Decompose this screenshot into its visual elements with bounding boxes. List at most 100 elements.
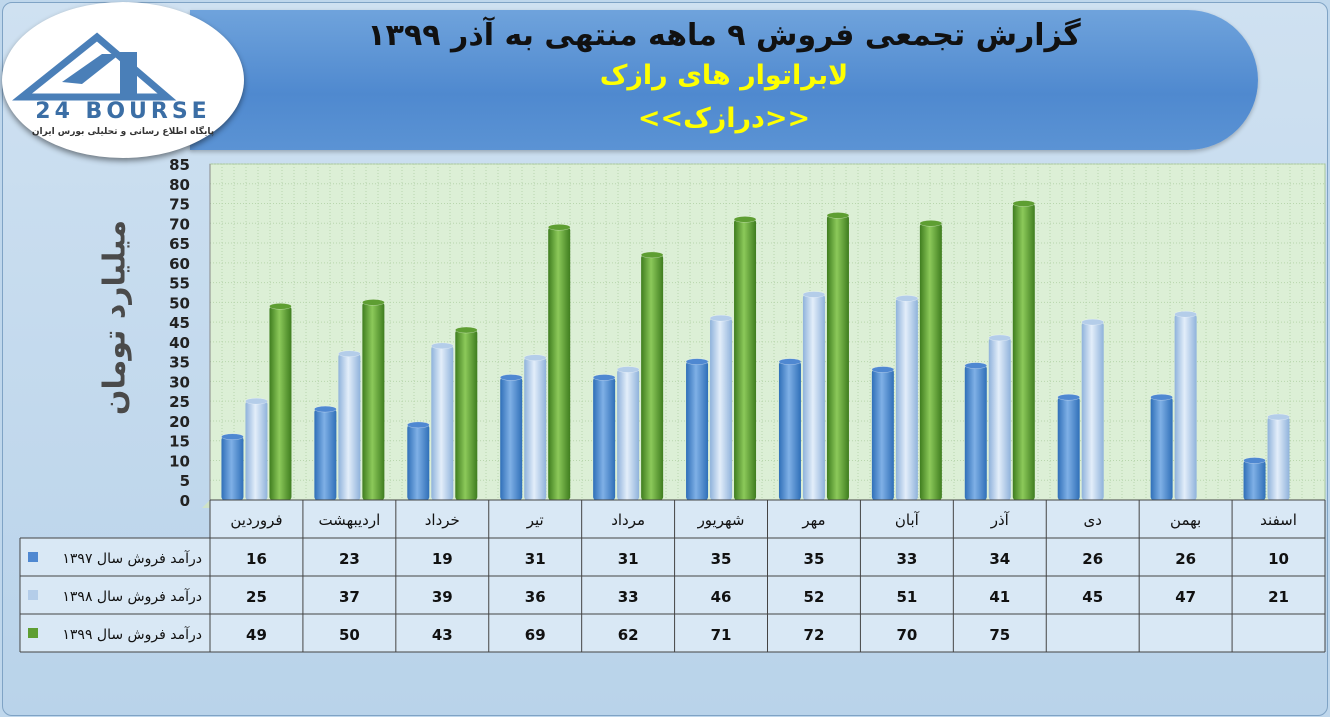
data-label: 35 bbox=[711, 550, 732, 568]
bar bbox=[686, 361, 709, 500]
category-label: مرداد bbox=[611, 511, 645, 529]
bar bbox=[919, 223, 942, 500]
bar-top bbox=[455, 326, 478, 334]
category-label: بهمن bbox=[1170, 511, 1201, 529]
bar-top bbox=[1243, 457, 1266, 464]
y-tick-label: 0 bbox=[180, 492, 190, 510]
category-label: مهر bbox=[801, 511, 825, 529]
bar-top bbox=[871, 366, 895, 373]
bar-top bbox=[592, 374, 616, 381]
data-label: 41 bbox=[989, 588, 1010, 606]
data-label: 36 bbox=[525, 588, 546, 606]
bar bbox=[988, 337, 1011, 500]
data-label: 26 bbox=[1175, 550, 1196, 568]
y-tick-label: 30 bbox=[169, 373, 190, 391]
bar-top bbox=[245, 397, 268, 405]
bar bbox=[455, 330, 478, 500]
data-label: 25 bbox=[246, 588, 267, 606]
bar-top bbox=[826, 212, 850, 219]
bar bbox=[1081, 322, 1104, 500]
data-label: 33 bbox=[896, 550, 917, 568]
data-label: 51 bbox=[896, 588, 917, 606]
logo: 24 BOURSE پایگاه اطلاع رسانی و تحلیلی بو… bbox=[2, 2, 244, 158]
data-label: 52 bbox=[804, 588, 825, 606]
data-label: 39 bbox=[432, 588, 453, 606]
bar-top bbox=[1267, 413, 1290, 421]
logo-graphic: 24 BOURSE پایگاه اطلاع رسانی و تحلیلی بو… bbox=[12, 32, 214, 137]
category-label: فروردین bbox=[230, 511, 282, 529]
bar bbox=[524, 357, 547, 500]
bar bbox=[1012, 203, 1035, 500]
logo-text: 24 BOURSE bbox=[35, 99, 210, 124]
bar-top bbox=[1012, 200, 1036, 207]
y-tick-label: 85 bbox=[169, 156, 190, 174]
data-label: 23 bbox=[339, 550, 360, 568]
y-tick-label: 50 bbox=[169, 294, 190, 312]
category-label: تیر bbox=[526, 511, 544, 529]
ticker-symbol: <<درازک>> bbox=[637, 103, 811, 134]
data-label: 50 bbox=[339, 626, 360, 644]
bar bbox=[362, 302, 385, 500]
bar bbox=[1057, 397, 1080, 500]
bar-top bbox=[895, 295, 919, 302]
bar-top bbox=[988, 334, 1012, 342]
data-label: 31 bbox=[618, 550, 639, 568]
y-tick-label: 55 bbox=[169, 275, 190, 293]
y-tick-label: 70 bbox=[169, 215, 190, 233]
title-banner bbox=[190, 10, 1258, 150]
y-tick-label: 20 bbox=[169, 413, 190, 431]
logo-caption: پایگاه اطلاع رسانی و تحلیلی بورس ایران bbox=[32, 125, 214, 137]
bar-top bbox=[802, 291, 826, 298]
data-label: 16 bbox=[246, 550, 267, 568]
y-tick-label: 15 bbox=[169, 433, 190, 451]
bar-top bbox=[362, 299, 385, 306]
logo-mark-bar-icon bbox=[120, 52, 137, 97]
legend-key bbox=[28, 628, 38, 638]
bar-top bbox=[919, 220, 943, 227]
data-label: 43 bbox=[432, 626, 453, 644]
category-label: خرداد bbox=[425, 511, 460, 529]
category-label: اسفند bbox=[1260, 511, 1297, 529]
bar bbox=[1243, 460, 1266, 500]
page-title: گزارش تجمعی فروش ۹ ماهه منتهی به آذر ۱۳۹… bbox=[367, 18, 1081, 53]
data-label: 33 bbox=[618, 588, 639, 606]
bar-top bbox=[1057, 393, 1080, 401]
bar bbox=[871, 369, 894, 500]
y-tick-label: 60 bbox=[169, 255, 190, 273]
bar bbox=[895, 298, 918, 500]
bar-top bbox=[1081, 318, 1104, 326]
data-label: 35 bbox=[804, 550, 825, 568]
category-label: آذر bbox=[990, 511, 1010, 529]
y-tick-label: 35 bbox=[169, 354, 190, 372]
bar-top bbox=[1150, 393, 1173, 401]
data-label: 19 bbox=[432, 550, 453, 568]
data-label: 47 bbox=[1175, 588, 1196, 606]
data-label: 49 bbox=[246, 626, 267, 644]
y-tick-label: 80 bbox=[169, 176, 190, 194]
y-tick-label: 65 bbox=[169, 235, 190, 253]
bar-top bbox=[314, 405, 337, 413]
bar bbox=[1174, 314, 1197, 500]
bar-top bbox=[269, 303, 292, 310]
plot-area bbox=[209, 163, 1326, 501]
bar-top bbox=[1174, 310, 1197, 318]
bar bbox=[641, 254, 664, 500]
bar bbox=[826, 215, 849, 500]
data-label: 62 bbox=[618, 626, 639, 644]
legend-label: درآمد فروش سال ۱۳۹۷ bbox=[62, 550, 202, 567]
data-label: 75 bbox=[989, 626, 1010, 644]
bar bbox=[245, 401, 268, 500]
bar-top bbox=[221, 433, 244, 441]
bar bbox=[221, 436, 244, 500]
bar-top bbox=[547, 223, 571, 231]
data-label: 31 bbox=[525, 550, 546, 568]
bar bbox=[734, 219, 757, 500]
bar bbox=[548, 227, 571, 500]
bar-top bbox=[778, 358, 802, 365]
bar-top bbox=[431, 342, 454, 350]
bar-top bbox=[733, 216, 757, 223]
bar bbox=[500, 377, 523, 500]
bar-top bbox=[523, 354, 547, 361]
bar bbox=[802, 294, 825, 500]
y-tick-label: 5 bbox=[180, 472, 190, 490]
